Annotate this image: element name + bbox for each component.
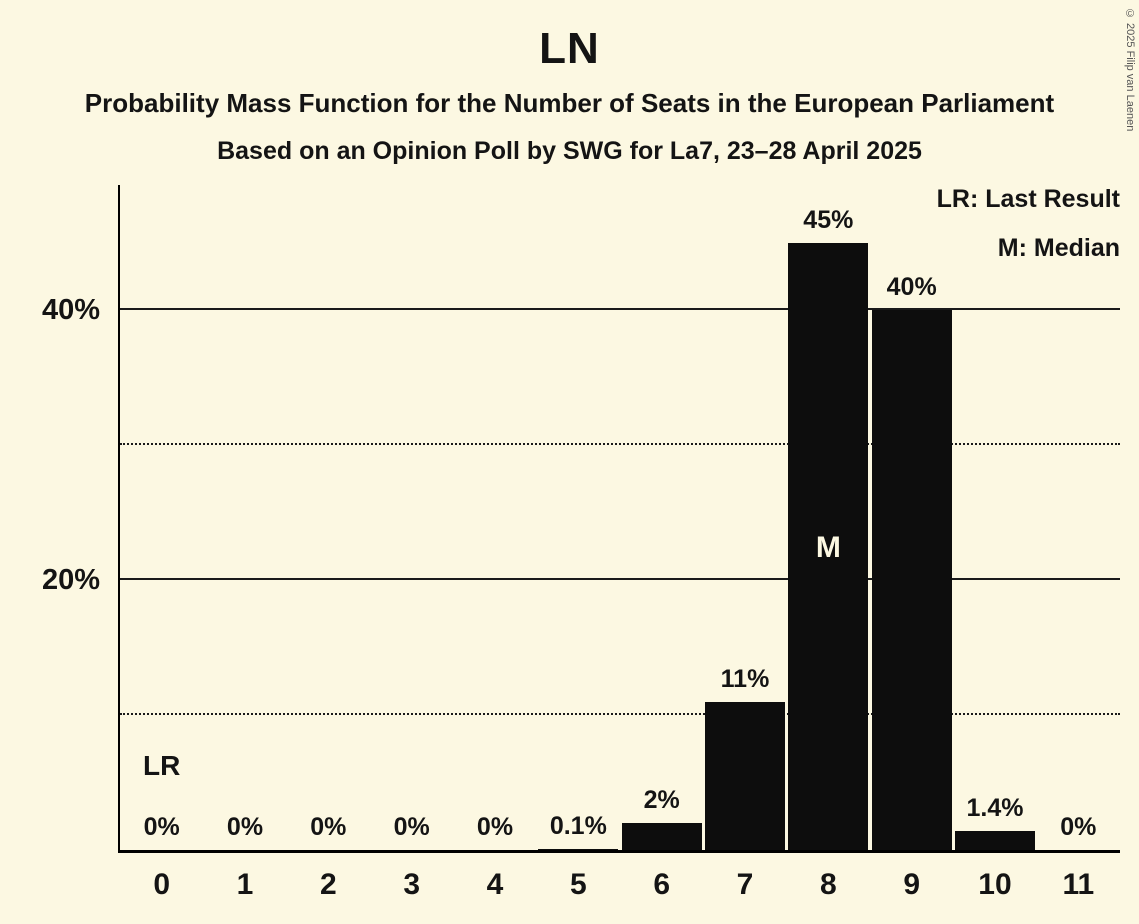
bar-label-0: 0%: [143, 813, 180, 841]
plot-area: 0% 0% 0% 0% 0% 0.1% 2% 11% 45% 40% 1.4% 0% LR M: [118, 185, 1120, 853]
bar-label-4: 0%: [476, 813, 514, 841]
chart-legend: LR: Last Result M: Median: [937, 185, 1120, 283]
chart-subtitle: Probability Mass Function for the Number…: [84, 88, 1055, 118]
bar-6: [621, 823, 702, 850]
bar-label-10: 1.4%: [966, 794, 1024, 823]
x-tick-10: 10: [978, 868, 1012, 901]
solid-gridline-20: [120, 578, 1120, 581]
chart-poll-info: Based on an Opinion Poll by SWG for La7,…: [217, 137, 922, 165]
last-result-marker: LR: [143, 750, 181, 781]
x-tick-6: 6: [653, 868, 670, 901]
bar-label-1: 0%: [226, 813, 264, 841]
x-tick-0: 0: [153, 868, 170, 901]
bar-label-9: 40%: [886, 273, 937, 302]
legend-median: M: Median: [997, 234, 1120, 262]
bar-label-6: 2%: [643, 786, 680, 815]
x-tick-4: 4: [486, 868, 504, 901]
chart-title: LN: [539, 24, 600, 73]
x-tick-8: 8: [819, 868, 837, 901]
x-tick-1: 1: [236, 868, 254, 901]
bar-label-5: 0.1%: [549, 811, 607, 840]
bar-label-8: 45%: [803, 206, 854, 235]
bar-label-11: 0%: [1060, 813, 1097, 841]
bar-10: [955, 831, 1035, 850]
y-tick-20: 20%: [41, 564, 100, 597]
x-tick-2: 2: [319, 868, 337, 901]
median-marker: M: [815, 530, 841, 564]
bar-5: [538, 848, 619, 850]
x-tick-9: 9: [903, 868, 920, 901]
bar-8: [788, 243, 869, 850]
bar-label-2: 0%: [310, 813, 347, 841]
bar-9: [871, 310, 952, 850]
x-tick-5: 5: [569, 868, 587, 901]
x-tick-3: 3: [403, 868, 420, 901]
copyright-text: © 2025 Filip van Laenen: [1124, 8, 1136, 132]
dotted-gridline-10: [120, 713, 1120, 716]
x-tick-11: 11: [1062, 868, 1095, 901]
bar-7: [705, 701, 785, 850]
bar-label-3: 0%: [393, 813, 430, 841]
solid-gridline-40: [120, 308, 1120, 311]
bar-label-7: 11%: [720, 664, 770, 693]
dotted-gridline-30: [120, 443, 1120, 446]
legend-last-result: LR: Last Result: [936, 185, 1120, 213]
x-tick-7: 7: [736, 868, 754, 901]
y-tick-40: 40%: [41, 294, 100, 327]
